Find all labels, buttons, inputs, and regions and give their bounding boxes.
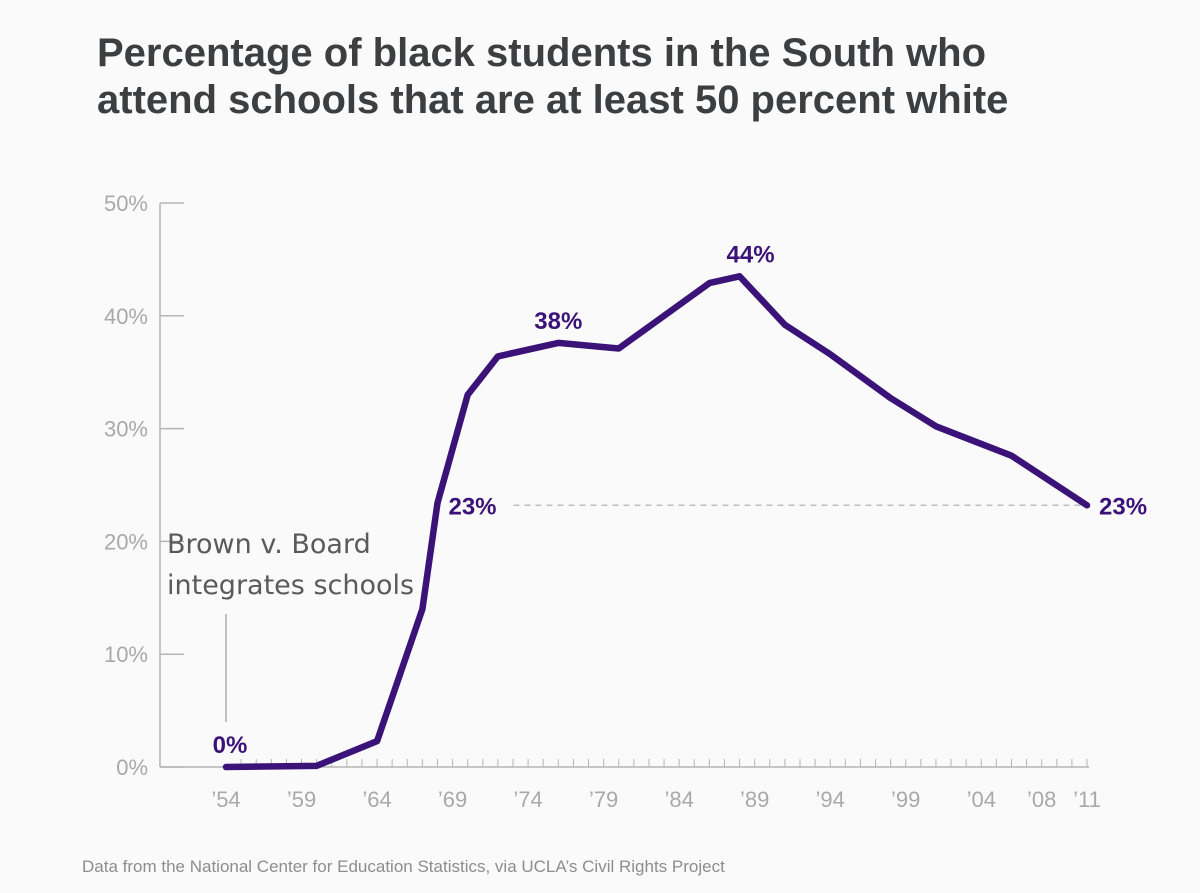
x-tick-label: ’04 xyxy=(967,787,996,812)
x-tick-label: ’99 xyxy=(891,787,920,812)
x-tick-label: ’11 xyxy=(1073,787,1101,812)
y-tick-label: 50% xyxy=(104,191,148,216)
title-line-2: attend schools that are at least 50 perc… xyxy=(97,78,1009,122)
data-label: 44% xyxy=(727,241,775,268)
annotation-text: integrates schools xyxy=(167,570,414,601)
annotation-text: Brown v. Board xyxy=(167,529,371,560)
x-tick-label: ’79 xyxy=(589,787,618,812)
y-tick-label: 20% xyxy=(104,529,148,554)
source-note: Data from the National Center for Educat… xyxy=(82,857,725,876)
chart-title: Percentage of black students in the Sout… xyxy=(97,30,1097,124)
x-tick-label: ’64 xyxy=(362,787,391,812)
series-line xyxy=(222,273,1091,771)
x-tick-label: ’08 xyxy=(1027,787,1056,812)
x-tick-label: ’54 xyxy=(211,787,240,812)
y-tick-label: 30% xyxy=(104,417,148,442)
title-line-1: Percentage of black students in the Sout… xyxy=(97,31,987,75)
data-label: 38% xyxy=(534,308,582,335)
x-tick-label: ’59 xyxy=(287,787,316,812)
data-label: 23% xyxy=(448,493,496,520)
x-tick-label: ’69 xyxy=(438,787,467,812)
x-tick-label: ’94 xyxy=(816,787,845,812)
data-label: 0% xyxy=(213,732,248,759)
y-tick-label: 10% xyxy=(104,642,148,667)
x-tick-label: ’74 xyxy=(513,787,542,812)
y-tick-label: 40% xyxy=(104,304,148,329)
x-tick-label: ’89 xyxy=(740,787,769,812)
data-label: 23% xyxy=(1099,493,1147,520)
x-tick-label: ’84 xyxy=(664,787,693,812)
y-tick-label: 0% xyxy=(116,755,148,780)
